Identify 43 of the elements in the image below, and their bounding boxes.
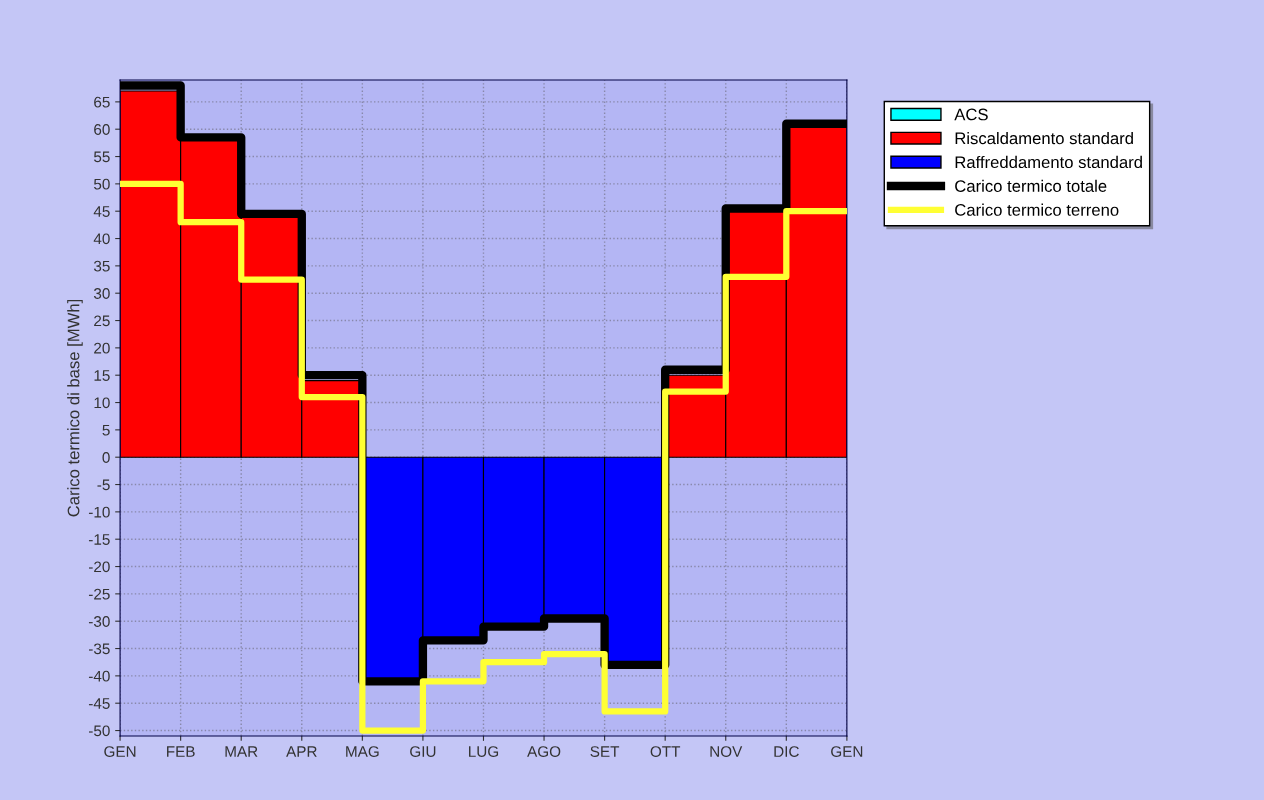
y-tick-label: -35 <box>88 643 110 655</box>
legend-label: Raffreddamento standard <box>955 155 1142 169</box>
y-tick-label: 65 <box>94 96 110 108</box>
y-tick-label: -45 <box>88 698 110 709</box>
legend-label: Carico termico totale <box>955 179 1107 192</box>
y-tick-label: 30 <box>93 288 110 299</box>
y-axis-title: Carico termico di base [MWh] <box>67 299 83 517</box>
y-tick-label: 50 <box>93 178 110 190</box>
y-tick-label: -25 <box>88 588 110 600</box>
y-tick-label: 20 <box>94 342 110 354</box>
x-tick-label: NOV <box>710 746 743 757</box>
y-tick-label: -20 <box>88 561 110 573</box>
x-tick-label: MAG <box>346 746 379 757</box>
y-tick-label: 0 <box>102 452 110 463</box>
y-tick-label: 55 <box>93 151 110 163</box>
x-tick-label: APR <box>286 746 317 757</box>
y-tick-label: 45 <box>93 206 110 217</box>
y-tick-label: 15 <box>94 370 110 381</box>
y-tick-label: -15 <box>88 534 110 545</box>
y-tick-label: -5 <box>97 479 110 491</box>
x-tick-label: AGO <box>527 746 561 757</box>
y-tick-label: -10 <box>88 506 110 518</box>
x-tick-label: GIU <box>410 746 436 757</box>
x-tick-label: FEB <box>167 746 195 757</box>
y-tick-label: 35 <box>93 260 110 272</box>
x-tick-label: SET <box>590 746 620 757</box>
y-tick-label: -30 <box>88 616 110 627</box>
x-tick-label: DIC <box>774 746 799 757</box>
x-tick-label: MAR <box>225 746 258 757</box>
legend-label: ACS <box>954 108 988 121</box>
legend-label: Carico termico terreno <box>955 203 1119 216</box>
y-tick-label: -40 <box>88 670 110 682</box>
y-tick-label: -50 <box>88 725 110 737</box>
y-tick-label: 5 <box>102 424 110 436</box>
legend-label: Riscaldamento standard <box>955 131 1133 145</box>
x-tick-label: GEN <box>104 746 136 757</box>
x-tick-label: GEN <box>831 746 863 757</box>
y-tick-label: 25 <box>94 315 110 327</box>
y-tick-label: 40 <box>93 233 110 245</box>
y-tick-label: 60 <box>94 124 110 135</box>
x-tick-label: OTT <box>650 746 681 757</box>
x-tick-label: LUG <box>469 746 499 757</box>
y-tick-label: 10 <box>94 397 110 409</box>
